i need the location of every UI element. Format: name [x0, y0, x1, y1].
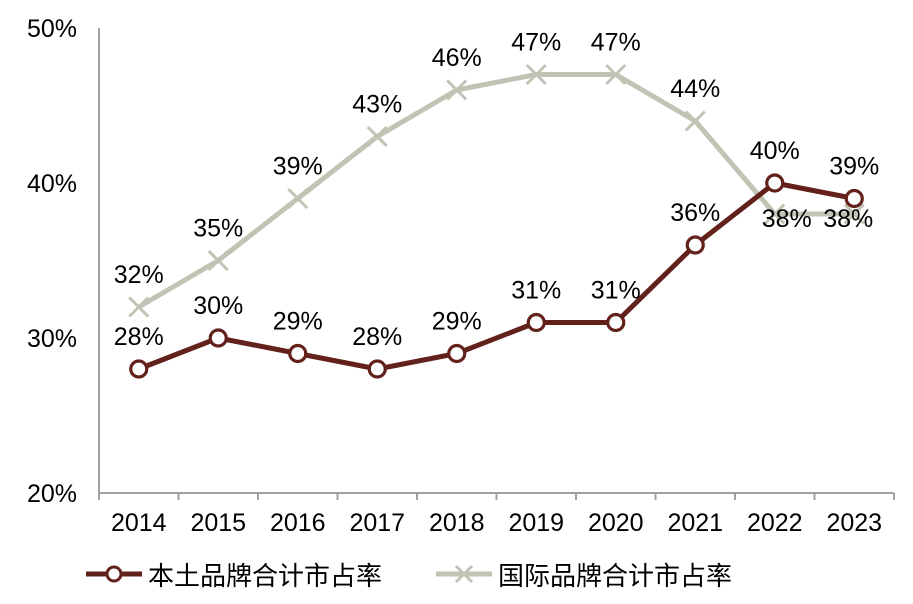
data-label: 43% [352, 91, 402, 119]
legend-label: 国际品牌合计市占率 [498, 560, 733, 591]
y-tick-label: 50% [27, 15, 77, 43]
circle-marker-icon [606, 312, 626, 333]
x-tick-label: 2020 [588, 509, 644, 537]
data-label: 47% [511, 29, 561, 57]
x-marker-icon [843, 203, 865, 225]
x-marker-icon [525, 63, 547, 86]
circle-marker-icon [765, 173, 785, 193]
data-label: 47% [591, 29, 641, 57]
x-marker-icon [287, 187, 309, 210]
data-label: 29% [432, 308, 482, 336]
x-tick-label: 2023 [826, 509, 882, 537]
x-tick-label: 2022 [747, 509, 803, 537]
y-tick-label: 40% [27, 170, 77, 198]
legend-swatch-circle [85, 565, 142, 583]
x-tick-label: 2015 [190, 509, 246, 537]
series-line-local [137, 180, 855, 372]
y-tick-label: 30% [27, 325, 77, 353]
x-marker-icon [128, 296, 150, 318]
data-label: 39% [273, 153, 323, 181]
circle-marker-icon [844, 188, 864, 209]
x-marker-icon [684, 110, 706, 132]
x-tick-label: 2017 [349, 509, 405, 537]
data-label: 35% [193, 215, 243, 243]
data-label: 40% [750, 137, 800, 165]
data-label: 29% [273, 308, 323, 336]
circle-marker-icon [447, 343, 467, 364]
legend-label: 本土品牌合计市占率 [147, 560, 382, 591]
data-label: 30% [193, 292, 243, 320]
data-label: 28% [352, 323, 402, 351]
circle-marker-icon [288, 343, 308, 364]
x-tick-label: 2021 [667, 509, 723, 537]
x-marker-icon [207, 249, 229, 272]
legend-item-international: 国际品牌合计市占率 [436, 556, 732, 593]
data-label: 39% [829, 153, 879, 181]
x-marker-icon [366, 125, 388, 148]
x-tick-label: 2019 [508, 509, 564, 537]
x-tick-label: 2016 [270, 509, 326, 537]
x-marker-icon [764, 203, 786, 225]
data-label: 44% [670, 75, 720, 103]
legend-swatch-x [436, 564, 492, 584]
y-tick-label: 20% [27, 480, 77, 508]
data-label: 36% [670, 199, 720, 227]
circle-marker-icon [129, 359, 149, 379]
circle-marker-icon [105, 565, 123, 583]
x-marker-icon [446, 79, 468, 101]
chart-legend: 本土品牌合计市占率 国际品牌合计市占率 [0, 554, 818, 594]
circle-marker-icon [526, 312, 546, 333]
x-tick-label: 2018 [429, 509, 485, 537]
legend-item-local: 本土品牌合计市占率 [85, 556, 382, 593]
data-label: 32% [114, 261, 164, 289]
data-label: 28% [114, 323, 164, 351]
circle-marker-icon [685, 235, 705, 255]
data-label: 31% [591, 277, 641, 305]
circle-marker-icon [208, 328, 228, 348]
series-line-international [137, 72, 855, 310]
data-label: 31% [511, 277, 561, 305]
x-tick-label: 2014 [111, 509, 167, 537]
data-label: 46% [432, 44, 482, 72]
circle-marker-icon [367, 359, 387, 379]
x-marker-icon [605, 63, 627, 86]
data-label: 38% [762, 205, 812, 233]
data-label: 38% [823, 205, 873, 233]
